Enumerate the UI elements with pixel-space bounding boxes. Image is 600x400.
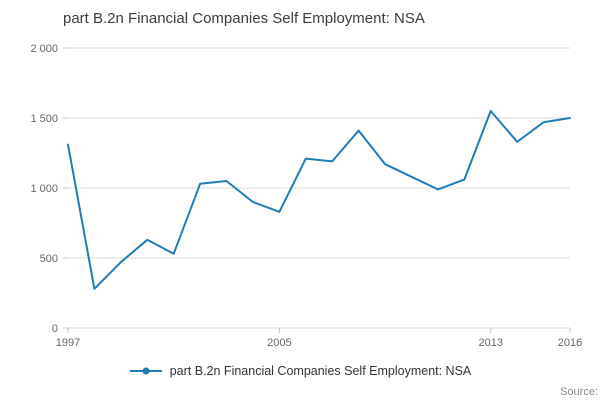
x-tick-label: 2016 <box>558 337 582 349</box>
legend: part B.2n Financial Companies Self Emplo… <box>0 364 600 378</box>
y-tick-label: 1 500 <box>30 113 58 125</box>
line-chart: 0 500 1 000 1 500 2 000 1997 2005 2013 2016 <box>30 43 582 349</box>
y-tick-label: 500 <box>40 253 58 265</box>
source-label: Source: <box>560 386 598 398</box>
y-tick-label: 1 000 <box>30 183 58 195</box>
y-tick-label: 0 <box>52 323 58 335</box>
x-tick-label: 2013 <box>478 337 502 349</box>
legend-line-icon <box>129 367 162 375</box>
x-tick-label: 1997 <box>56 337 80 349</box>
data-line <box>67 110 571 290</box>
legend-label: part B.2n Financial Companies Self Emplo… <box>169 364 472 378</box>
y-tick-label: 2 000 <box>30 43 58 55</box>
x-tick-label: 2005 <box>267 337 291 349</box>
chart-title: part B.2n Financial Companies Self Emplo… <box>63 10 425 27</box>
